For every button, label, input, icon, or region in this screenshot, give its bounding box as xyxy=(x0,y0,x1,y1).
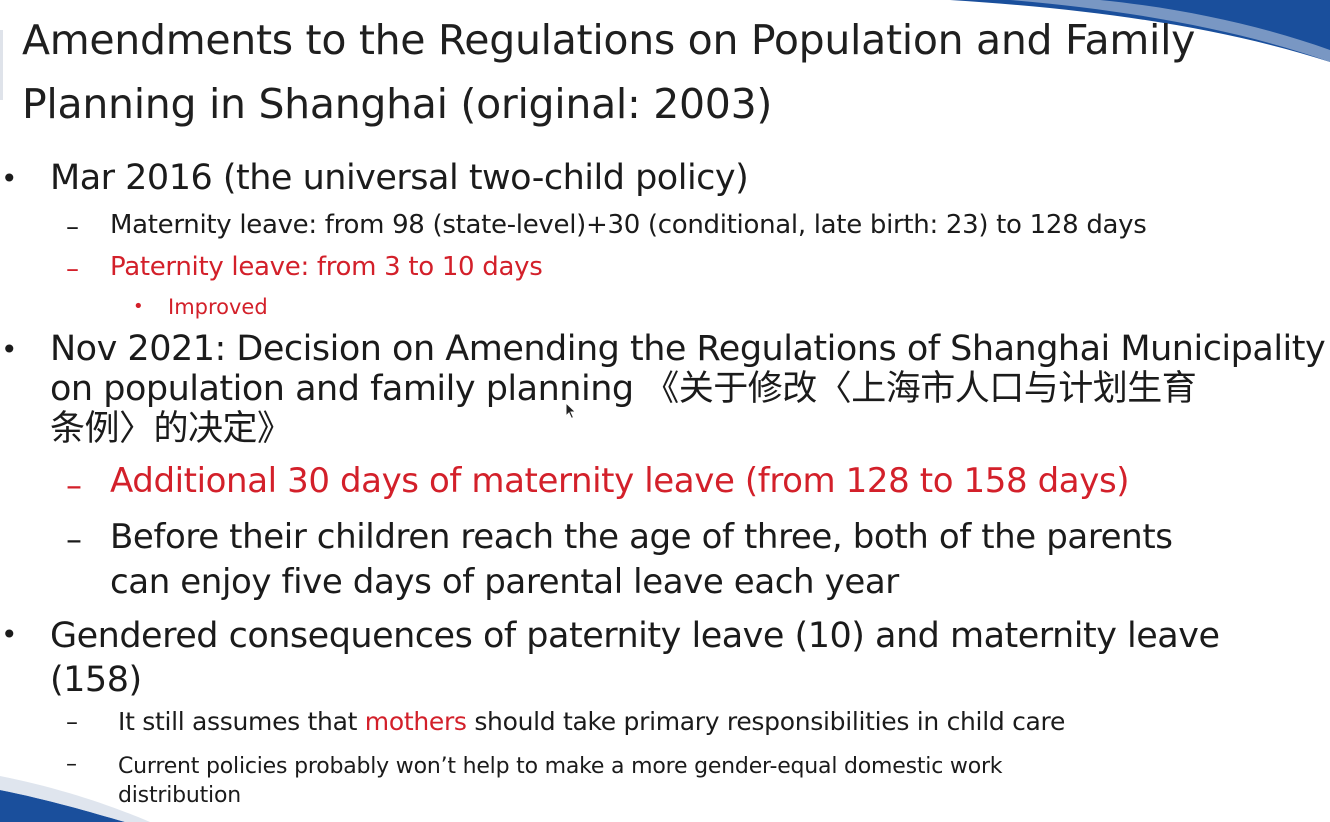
slide-title: Amendments to the Regulations on Populat… xyxy=(22,8,1312,136)
assumes-text-pre: It still assumes that xyxy=(118,707,365,736)
sub-additional-maternity-leave: Additional 30 days of maternity leave (f… xyxy=(110,461,1130,501)
assumes-highlight-mothers: mothers xyxy=(364,707,467,736)
sub-maternity-leave-2016: Maternity leave: from 98 (state-level)+3… xyxy=(110,210,1147,240)
bullet-gendered-consequences: Gendered consequences of paternity leave… xyxy=(50,614,1220,702)
parental-line-2: can enjoy five days of parental leave ea… xyxy=(110,562,899,602)
dash-marker: – xyxy=(66,752,77,777)
dash-marker: – xyxy=(66,708,78,736)
bullet-marker: • xyxy=(1,618,18,651)
dash-marker: – xyxy=(66,212,79,242)
sub-assumes-mothers: It still assumes that mothers should tak… xyxy=(118,707,1065,736)
left-edge-line xyxy=(0,30,3,100)
dash-marker-red: – xyxy=(66,466,82,504)
assumes-text-post: should take primary responsibilities in … xyxy=(466,707,1066,736)
small-bullet-marker: • xyxy=(133,296,144,317)
top-swoosh-shape xyxy=(950,0,1330,62)
dash-marker: – xyxy=(66,520,82,558)
nov2021-line-3: 条例〉的决定》 xyxy=(50,409,292,449)
bullet-nov-2021: Nov 2021: Decision on Amending the Regul… xyxy=(50,329,1326,449)
bullet-marker: • xyxy=(1,162,18,195)
sub-current-policies: Current policies probably won’t help to … xyxy=(118,752,1003,810)
title-line-1: Amendments to the Regulations on Populat… xyxy=(22,16,1196,64)
sub-paternity-leave-2016: Paternity leave: from 3 to 10 days xyxy=(110,252,543,282)
gendered-line-1: Gendered consequences of paternity leave… xyxy=(50,616,1220,656)
bullet-marker: • xyxy=(1,333,18,366)
top-swoosh-highlight xyxy=(1010,0,1330,62)
title-line-2: Planning in Shanghai (original: 2003) xyxy=(22,80,773,128)
gendered-line-2: (158) xyxy=(50,660,142,700)
bottom-swoosh-shape xyxy=(0,790,125,822)
sub-sub-improved: Improved xyxy=(168,295,268,319)
nov2021-line-1: Nov 2021: Decision on Amending the Regul… xyxy=(50,329,1326,369)
dash-marker-red: – xyxy=(66,254,79,284)
bullet-mar-2016: Mar 2016 (the universal two-child policy… xyxy=(50,158,749,198)
bottom-swoosh-highlight xyxy=(0,776,150,822)
current-line-2: distribution xyxy=(118,783,241,808)
current-line-1: Current policies probably won’t help to … xyxy=(118,754,1003,779)
nov2021-line-2: on population and family planning 《关于修改〈… xyxy=(50,369,1197,409)
sub-parental-leave: Before their children reach the age of t… xyxy=(110,515,1173,605)
mouse-cursor-icon xyxy=(565,402,577,420)
parental-line-1: Before their children reach the age of t… xyxy=(110,517,1173,557)
